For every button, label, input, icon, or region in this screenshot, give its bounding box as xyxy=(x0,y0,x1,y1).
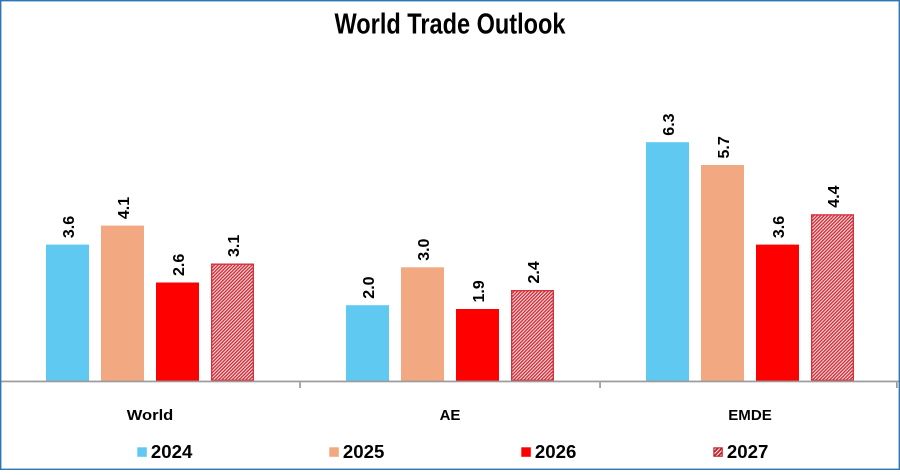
svg-text:2024: 2024 xyxy=(151,442,193,462)
svg-text:2027: 2027 xyxy=(727,442,769,462)
svg-text:3.1: 3.1 xyxy=(226,235,243,257)
svg-text:World Trade Outlook: World Trade Outlook xyxy=(335,8,567,40)
svg-text:4.4: 4.4 xyxy=(826,185,843,207)
svg-text:3.6: 3.6 xyxy=(771,216,788,238)
svg-text:2025: 2025 xyxy=(343,442,385,462)
svg-text:2.0: 2.0 xyxy=(361,276,378,298)
svg-text:4.1: 4.1 xyxy=(116,197,133,219)
svg-text:3.6: 3.6 xyxy=(61,216,78,238)
svg-text:2.4: 2.4 xyxy=(526,261,543,283)
svg-text:5.7: 5.7 xyxy=(716,136,733,158)
svg-text:1.9: 1.9 xyxy=(471,280,488,302)
svg-text:2.6: 2.6 xyxy=(171,254,188,276)
svg-text:2026: 2026 xyxy=(535,442,577,462)
svg-text:AE: AE xyxy=(440,407,461,424)
svg-text:World: World xyxy=(127,407,174,424)
svg-text:EMDE: EMDE xyxy=(728,407,772,424)
svg-text:6.3: 6.3 xyxy=(661,113,678,135)
svg-text:3.0: 3.0 xyxy=(416,238,433,260)
